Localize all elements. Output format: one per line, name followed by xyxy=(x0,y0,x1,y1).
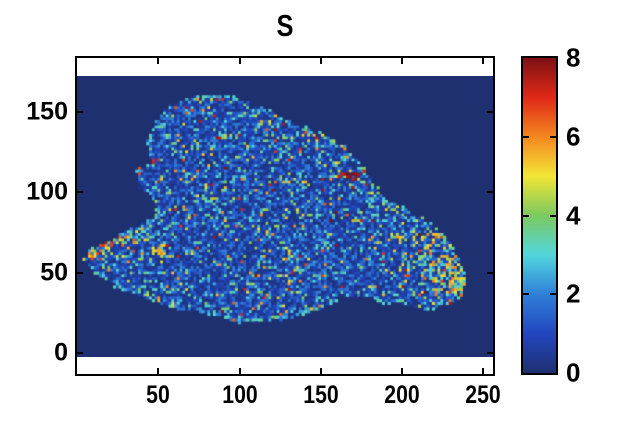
axis-tick-mark xyxy=(487,111,493,114)
colorbar-tick-mark xyxy=(523,214,529,217)
axis-tick-mark xyxy=(77,271,83,274)
x-tick-label: 200 xyxy=(384,381,420,409)
x-tick-label: 150 xyxy=(303,381,339,409)
axis-tick-mark xyxy=(238,58,241,64)
colorbar-tick-mark xyxy=(550,214,556,217)
colorbar-tick-label: 6 xyxy=(566,121,581,152)
y-tick-label: 150 xyxy=(26,97,68,126)
axis-tick-mark xyxy=(319,58,322,64)
axis-tick-mark xyxy=(319,368,322,374)
colorbar-tick-label: 8 xyxy=(566,42,581,73)
colorbar-tick-label: 0 xyxy=(566,357,581,388)
x-tick-label: 100 xyxy=(221,381,258,409)
plot-title: S xyxy=(276,8,294,43)
axis-tick-mark xyxy=(157,368,160,374)
axes-box xyxy=(75,56,495,376)
axis-tick-mark xyxy=(77,351,83,354)
axis-tick-mark xyxy=(487,191,493,194)
axis-tick-mark xyxy=(77,111,83,114)
y-tick-label: 100 xyxy=(26,177,68,206)
y-tick-label: 50 xyxy=(40,258,68,287)
colorbar-tick-mark xyxy=(523,293,529,296)
axis-tick-mark xyxy=(77,191,83,194)
x-tick-label: 50 xyxy=(146,381,171,409)
axis-tick-mark xyxy=(238,368,241,374)
colorbar-tick-label: 4 xyxy=(566,200,581,230)
axis-tick-mark xyxy=(157,58,160,64)
axis-tick-mark xyxy=(487,271,493,274)
axis-tick-mark xyxy=(401,368,403,374)
axis-tick-mark xyxy=(482,368,485,374)
axis-tick-mark xyxy=(482,58,485,64)
colorbar-tick-mark xyxy=(550,293,556,296)
colorbar-tick-label: 2 xyxy=(566,278,581,309)
colorbar-tick-mark xyxy=(550,135,556,138)
axis-tick-mark xyxy=(487,351,493,354)
y-tick-label: 0 xyxy=(54,338,68,367)
axis-tick-mark xyxy=(401,58,403,64)
heatmap-canvas xyxy=(77,76,493,357)
colorbar-tick-mark xyxy=(523,135,529,138)
colorbar xyxy=(521,56,558,375)
x-tick-label: 250 xyxy=(465,381,501,409)
